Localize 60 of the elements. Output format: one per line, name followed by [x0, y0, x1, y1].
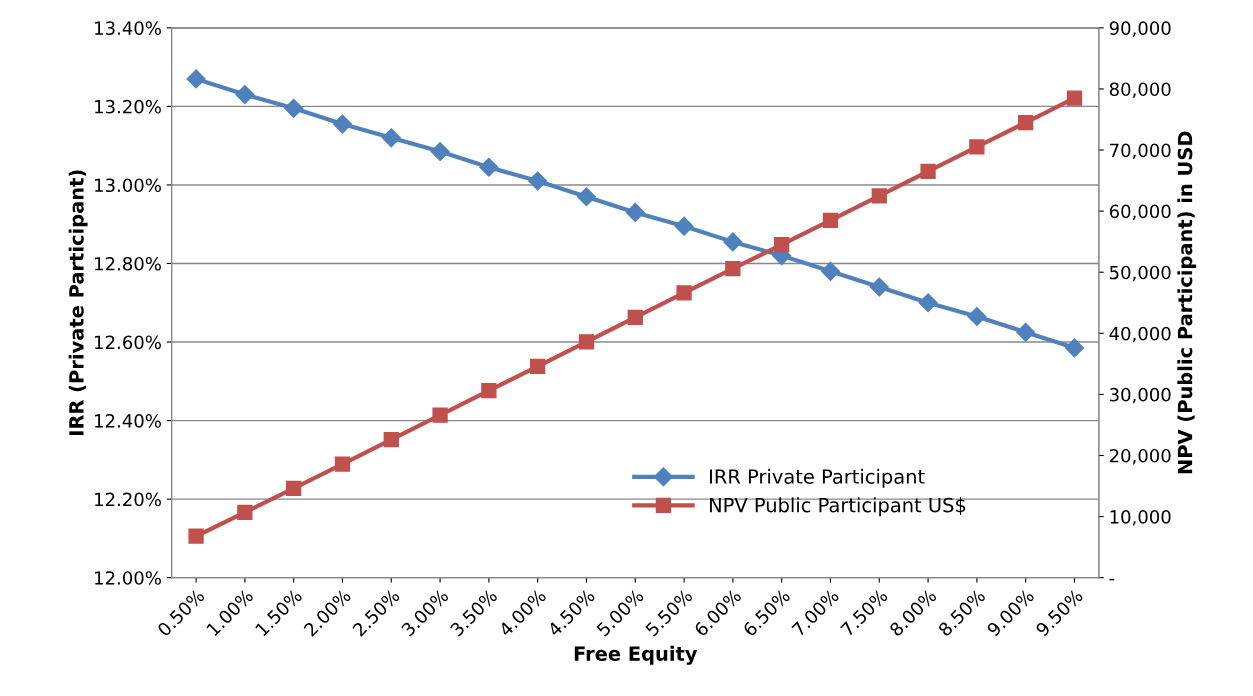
legend-label: NPV Public Participant US$	[710, 497, 966, 517]
point	[286, 480, 302, 497]
y2-tick-label: 20,000	[1109, 448, 1171, 465]
point	[969, 139, 985, 155]
y-tick-label: 12.80%	[95, 256, 161, 271]
y-tick-label: 12.00%	[95, 571, 161, 585]
y2-tick-label: 60,000	[1109, 204, 1171, 221]
point	[430, 142, 450, 162]
point	[869, 277, 889, 297]
point	[674, 216, 694, 236]
point	[528, 171, 548, 191]
point	[186, 69, 206, 89]
point	[188, 528, 204, 544]
y-tick-label: 13.00%	[95, 178, 161, 193]
y2-tick-label: 50,000	[1110, 265, 1171, 282]
y2-tick-label: 40,000	[1109, 326, 1171, 343]
y2-tick-label: -	[1109, 578, 1115, 581]
point	[284, 98, 304, 118]
point	[723, 232, 743, 252]
x-axis-title: Free Equity	[574, 645, 698, 665]
point	[625, 202, 645, 222]
point	[383, 431, 399, 448]
point	[332, 114, 352, 134]
point	[725, 260, 741, 277]
point	[1018, 114, 1034, 131]
y2-tick-label: 80,000	[1109, 82, 1171, 98]
point	[822, 212, 839, 228]
point	[578, 334, 595, 350]
point	[967, 306, 987, 327]
y2-tick-label: 30,000	[1109, 387, 1171, 404]
point	[530, 358, 546, 374]
point	[481, 383, 497, 399]
point	[920, 163, 936, 180]
point	[774, 237, 790, 253]
point	[1016, 322, 1036, 342]
point	[1066, 90, 1083, 106]
y2-axis-title: NPV (Public Participant) in USD	[1177, 131, 1197, 474]
point	[676, 285, 692, 301]
point	[479, 157, 499, 177]
point	[918, 293, 938, 313]
y-tick-label: 13.40%	[95, 21, 161, 35]
y-tick-label: 12.40%	[95, 414, 161, 428]
y-tick-label: 12.60%	[95, 335, 161, 350]
point	[334, 456, 351, 472]
point	[235, 85, 255, 105]
point	[381, 128, 401, 148]
y-tick-label: 13.20%	[95, 99, 161, 114]
point	[432, 407, 448, 423]
point	[576, 187, 597, 207]
point	[237, 504, 253, 520]
point	[871, 188, 887, 204]
y2-tick-label: 70,000	[1110, 143, 1171, 159]
point	[627, 309, 643, 326]
legend-label: IRR Private Participant	[710, 468, 925, 488]
y-tick-label: 12.20%	[95, 492, 161, 507]
point	[1064, 338, 1085, 358]
y2-tick-label: 90,000	[1109, 21, 1171, 37]
y-axis-title: IRR (Private Participant)	[68, 170, 88, 435]
y2-tick-label: 10,000	[1110, 510, 1171, 526]
point	[820, 261, 841, 281]
